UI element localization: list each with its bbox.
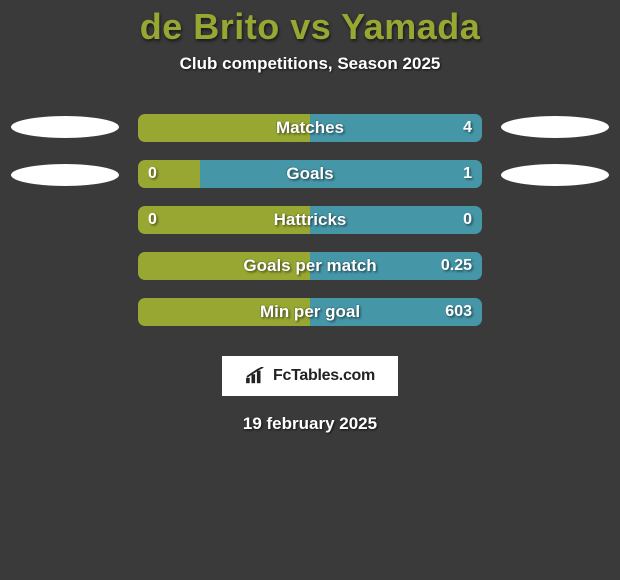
player2-photo-column <box>500 114 610 212</box>
logo-box: FcTables.com <box>222 356 398 396</box>
stat-bar: Matches4 <box>138 114 482 142</box>
bar-segment-player2 <box>200 160 482 188</box>
player1-photo-placeholder <box>11 164 119 186</box>
player2-photo-placeholder <box>501 164 609 186</box>
subtitle: Club competitions, Season 2025 <box>180 54 441 74</box>
stat-bar: Goals01 <box>138 160 482 188</box>
stat-bars: Matches4 Goals01 Hattricks00 Goals per matc… <box>138 114 482 326</box>
title: de Brito vs Yamada <box>140 6 481 48</box>
date: 19 february 2025 <box>243 414 377 434</box>
bar-segment-player2 <box>310 114 482 142</box>
stat-bar: Goals per match0.25 <box>138 252 482 280</box>
chart-icon <box>245 367 267 385</box>
bar-segment-player2 <box>310 298 482 326</box>
comparison-card: de Brito vs Yamada Club competitions, Se… <box>0 0 620 580</box>
bar-segment-player1 <box>138 114 310 142</box>
stats-area: Matches4 Goals01 Hattricks00 Goals per matc… <box>0 114 620 326</box>
bar-segment-player2 <box>310 252 482 280</box>
logo-text: FcTables.com <box>273 367 375 385</box>
player1-photo-column <box>10 114 120 212</box>
player1-photo-placeholder <box>11 116 119 138</box>
bar-segment-player1 <box>138 252 310 280</box>
bar-segment-player2 <box>310 206 482 234</box>
bar-segment-player1 <box>138 206 310 234</box>
bar-segment-player1 <box>138 298 310 326</box>
player2-photo-placeholder <box>501 116 609 138</box>
stat-bar: Min per goal603 <box>138 298 482 326</box>
stat-bar: Hattricks00 <box>138 206 482 234</box>
bar-segment-player1 <box>138 160 200 188</box>
